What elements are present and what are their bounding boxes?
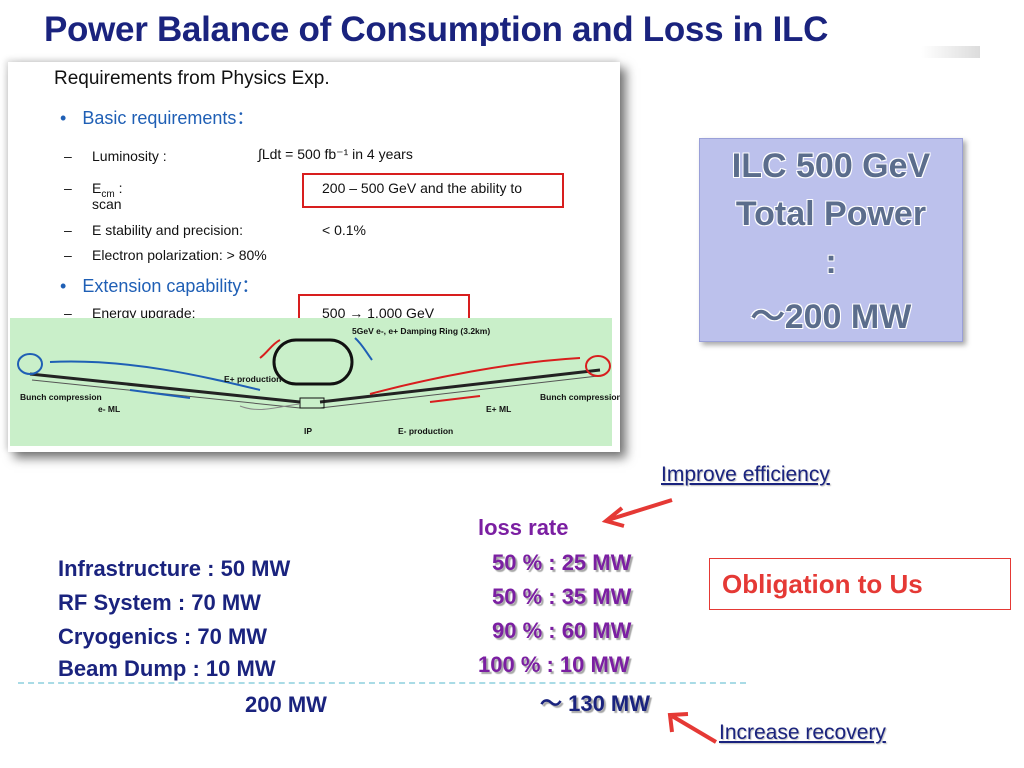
requirements-heading: Requirements from Physics Exp.	[54, 68, 330, 89]
bunch-compression-left-label: Bunch compression	[20, 392, 102, 402]
loss-row-2: 50 % : 35 MW	[492, 584, 632, 609]
dash-icon: –	[64, 222, 72, 238]
dash-icon: –	[64, 180, 72, 196]
ilc-total-power-box: ILC 500 GeV Total Power : ～200 MW	[699, 138, 963, 342]
beam-dump-row: Beam Dump : 10 MW	[58, 656, 276, 681]
loss-row-4: 100 % : 10 MW	[478, 652, 630, 677]
ecm-label: E	[92, 180, 102, 196]
energy-upgrade-value: 500 → 1,000 GeV	[322, 305, 435, 321]
loss-rate-heading: loss rate	[478, 515, 569, 540]
loss-row-3: 90 % : 60 MW	[492, 618, 632, 643]
basic-requirements-label: Basic requirements：	[82, 108, 255, 128]
luminosity-value: ∫Ldt = 500 fb⁻¹ in 4 years	[258, 146, 413, 162]
obligation-box: Obligation to Us	[709, 558, 1011, 610]
extension-capability-bullet: • Extension capability：	[60, 272, 259, 298]
ecm-row: – Ecm :	[64, 180, 122, 200]
extension-capability-label: Extension capability：	[82, 276, 260, 296]
e-minus-ml-label: e- ML	[98, 404, 121, 414]
ecm-colon: :	[114, 180, 123, 196]
ilc-layout-diagram: 5GeV e-, e+ Damping Ring (3.2km) E+ prod…	[10, 318, 620, 446]
arrow-to-loss-rate-icon	[601, 498, 673, 528]
e-stability-label: E stability and precision:	[92, 222, 243, 238]
e-stability-row: – E stability and precision:	[64, 222, 243, 238]
loss-total: ～ 130 MW	[540, 691, 651, 716]
polarization-label: Electron polarization: > 80%	[92, 247, 267, 263]
cryogenics-row: Cryogenics : 70 MW	[58, 624, 268, 649]
ilc-box-line-4: ～200 MW	[750, 298, 912, 336]
loss-row-1: 50 % : 25 MW	[492, 550, 632, 575]
bunch-compression-right-label: Bunch compression	[540, 392, 620, 402]
dash-icon: –	[64, 148, 72, 164]
energy-upgrade-row: – Energy upgrade:	[64, 305, 196, 321]
polarization-row: – Electron polarization: > 80%	[64, 247, 267, 263]
slide-title: Power Balance of Consumption and Loss in…	[44, 10, 829, 49]
ecm-subscript: cm	[101, 188, 115, 200]
ilc-box-line-1: ILC 500 GeV	[731, 147, 931, 185]
ecm-highlight-box	[302, 173, 564, 208]
rf-system-row: RF System : 70 MW	[58, 590, 261, 615]
dash-icon: –	[64, 247, 72, 263]
ip-label: IP	[304, 426, 313, 436]
damping-ring-label: 5GeV e-, e+ Damping Ring (3.2km)	[352, 326, 491, 336]
title-underline-bar	[0, 46, 980, 58]
dash-icon: –	[64, 305, 72, 321]
requirements-slide-image: Requirements from Physics Exp. • Basic re…	[8, 62, 620, 452]
e-minus-production-label: E- production	[398, 426, 454, 436]
infrastructure-row: Infrastructure : 50 MW	[58, 556, 291, 581]
ilc-layout-drawing	[17, 337, 611, 410]
ecm-label-line2: scan	[92, 196, 122, 212]
infrastructure-total: 200 MW	[245, 692, 327, 717]
energy-upgrade-label: Energy upgrade:	[92, 305, 196, 321]
increase-recovery-label: Increase recovery	[719, 721, 886, 744]
e-plus-production-label: E+ production	[224, 374, 282, 384]
improve-efficiency-label: Improve efficiency	[661, 463, 830, 486]
e-stability-value: < 0.1%	[322, 222, 366, 238]
luminosity-label: Luminosity :	[92, 148, 167, 164]
sum-divider-line	[18, 682, 746, 684]
ecm-value: 200 – 500 GeV and the ability to	[322, 180, 523, 196]
bullet-icon: •	[60, 276, 67, 296]
luminosity-row: – Luminosity :	[64, 148, 167, 164]
e-plus-ml-label: E+ ML	[486, 404, 512, 414]
basic-requirements-bullet: • Basic requirements：	[60, 104, 254, 130]
arrow-to-total-icon	[667, 712, 718, 744]
ilc-box-line-3: :	[825, 243, 837, 281]
ilc-box-line-2: Total Power	[735, 195, 927, 233]
bullet-icon: •	[60, 108, 67, 128]
